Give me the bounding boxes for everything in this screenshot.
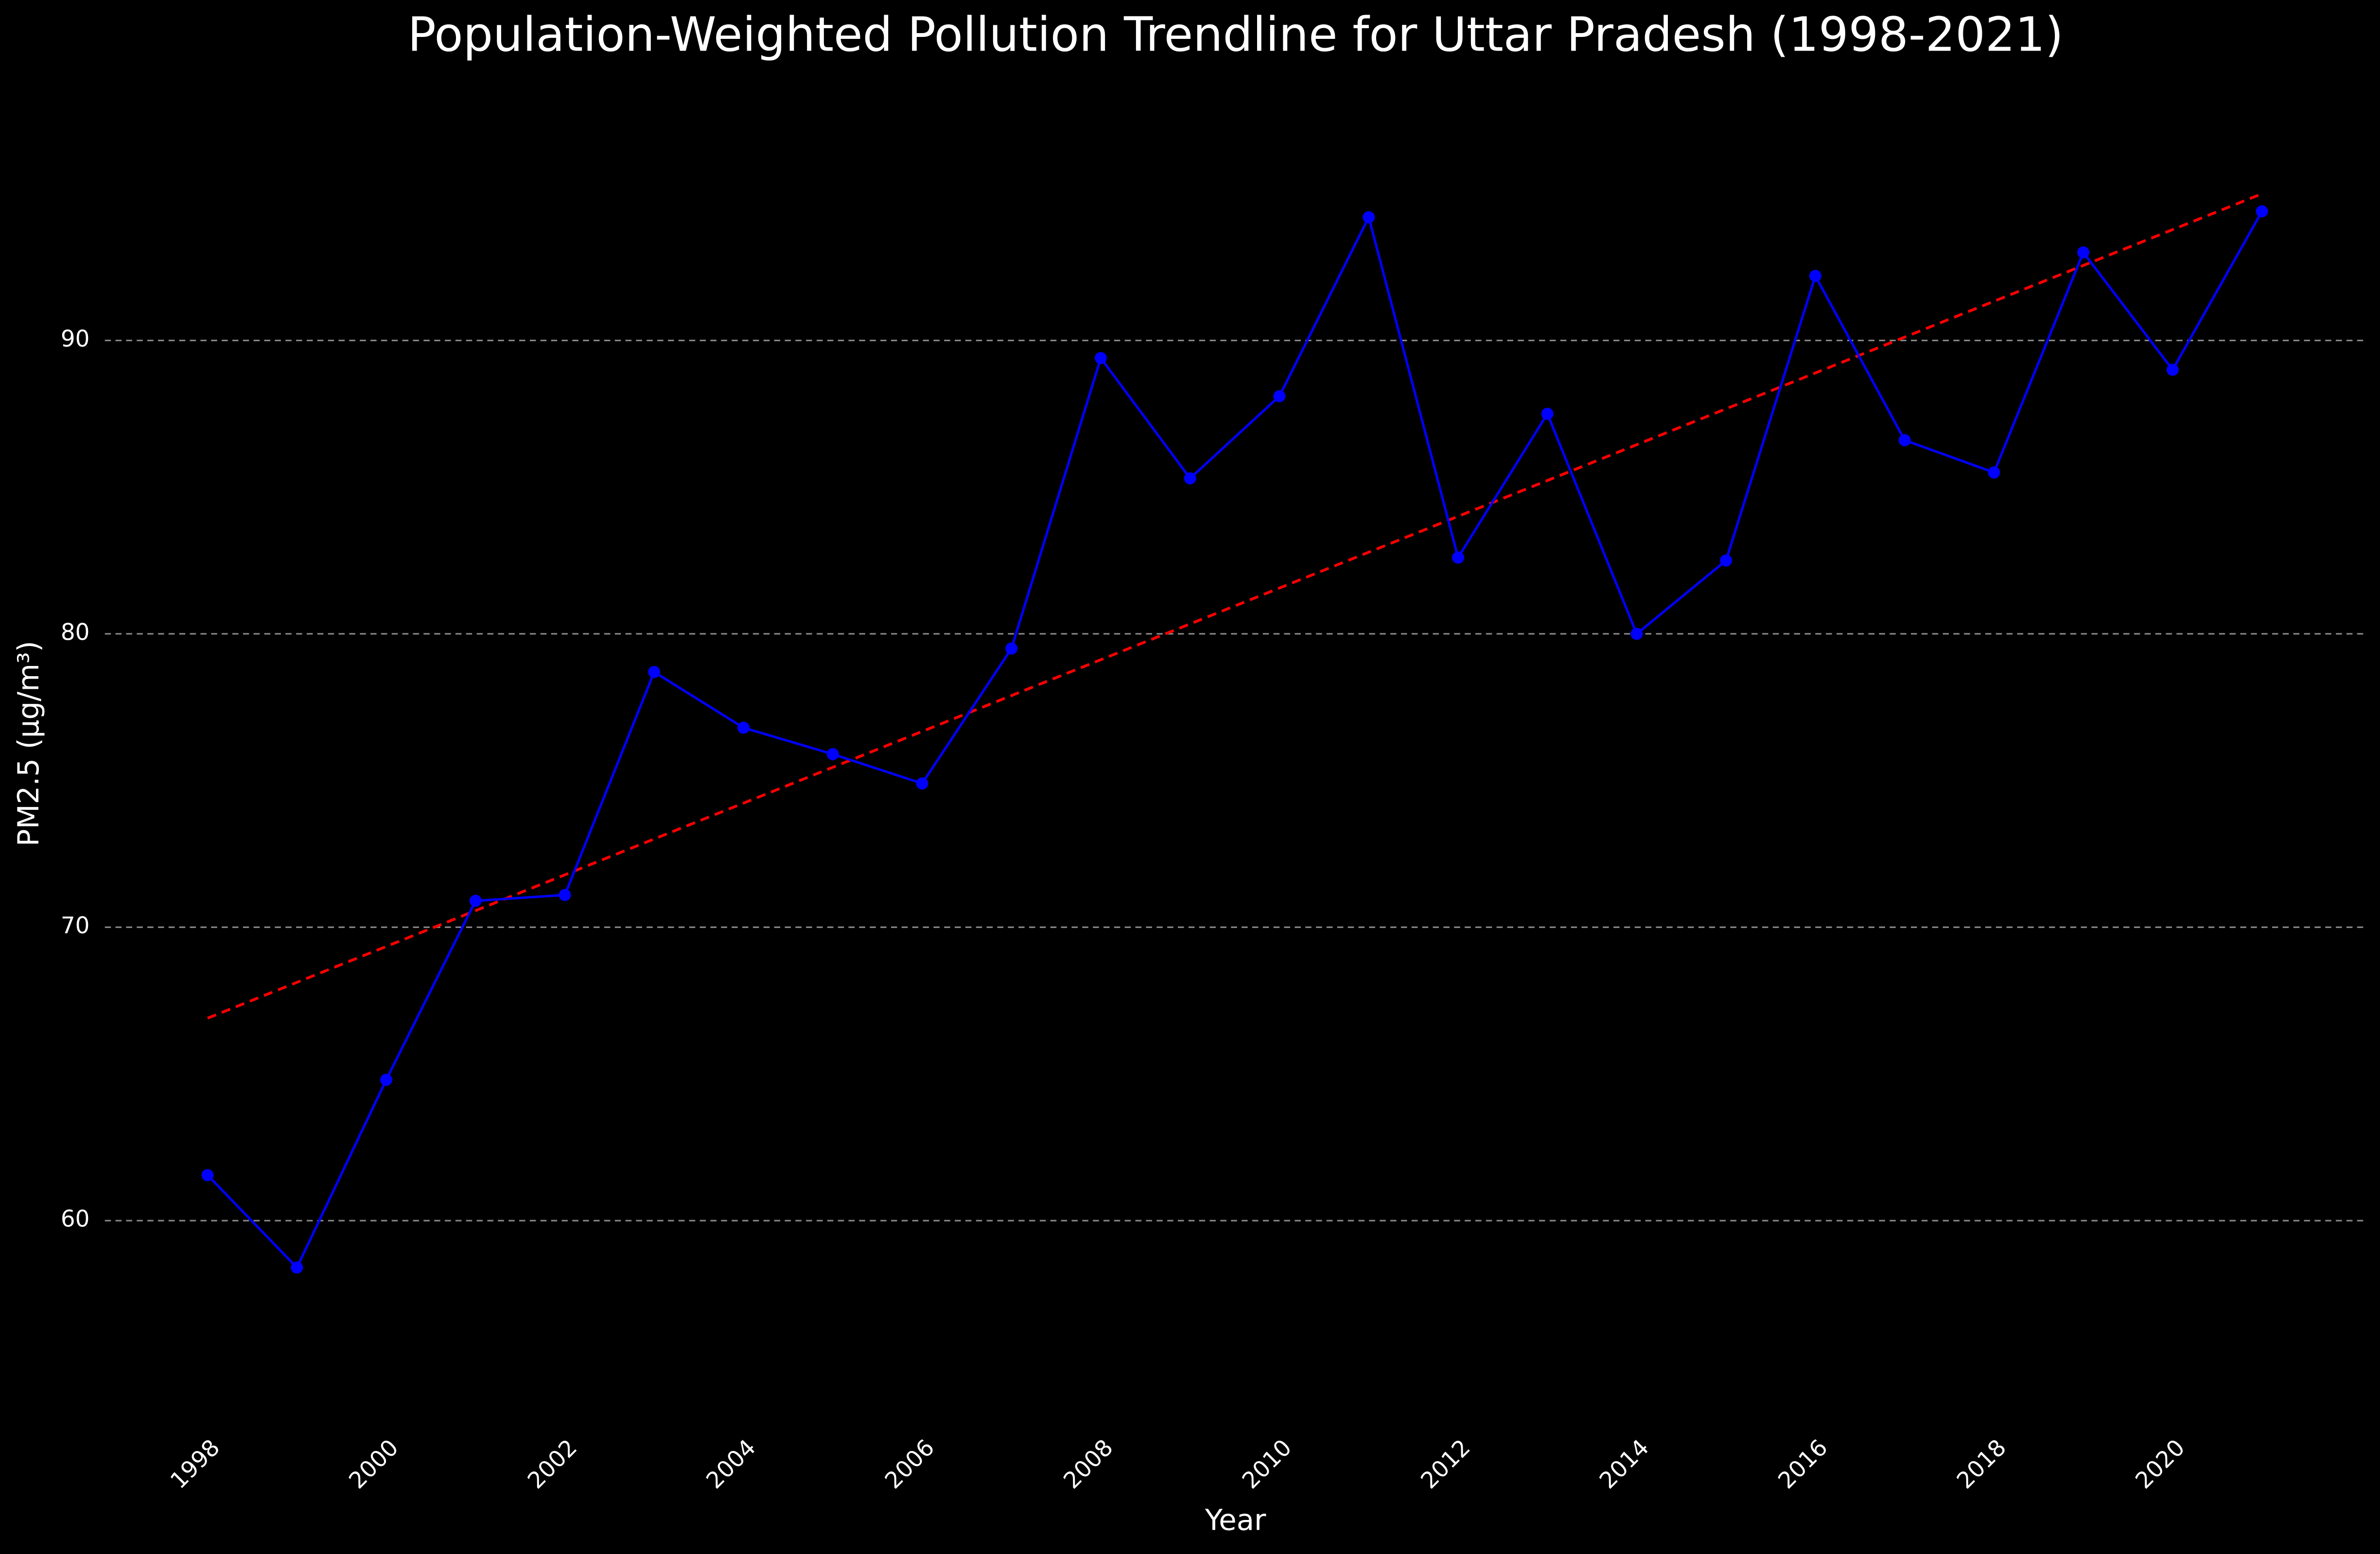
data-point xyxy=(1809,270,1821,282)
data-point xyxy=(469,894,482,907)
data-point xyxy=(201,1169,214,1182)
data-point xyxy=(1184,472,1196,485)
data-point xyxy=(648,665,661,678)
y-tick-label: 80 xyxy=(61,619,90,646)
data-point xyxy=(1898,434,1911,447)
data-point xyxy=(1630,628,1643,640)
data-point xyxy=(380,1073,393,1086)
data-point xyxy=(1005,642,1018,655)
data-point xyxy=(1720,554,1732,567)
data-point xyxy=(1988,466,2000,479)
data-point xyxy=(2077,246,2090,259)
data-point xyxy=(1452,551,1464,564)
data-point xyxy=(291,1261,303,1274)
data-point xyxy=(826,748,839,760)
x-axis-label: Year xyxy=(1205,1503,1266,1537)
data-point xyxy=(2166,364,2179,376)
data-point xyxy=(1363,211,1375,224)
y-tick-label: 90 xyxy=(61,326,90,352)
data-point xyxy=(2256,205,2268,218)
y-tick-label: 70 xyxy=(61,913,90,939)
data-point xyxy=(1541,407,1554,420)
data-line xyxy=(207,210,2263,1270)
y-tick-label: 60 xyxy=(61,1206,90,1233)
data-point xyxy=(916,777,928,790)
data-point xyxy=(559,889,571,901)
data-point xyxy=(1094,352,1107,365)
data-point xyxy=(737,721,750,734)
chart-title: Population-Weighted Pollution Trendline … xyxy=(408,7,2064,62)
y-axis-label: PM2.5 (µg/m³) xyxy=(12,641,45,846)
data-point xyxy=(1273,390,1286,402)
trend-line xyxy=(207,192,2263,1020)
